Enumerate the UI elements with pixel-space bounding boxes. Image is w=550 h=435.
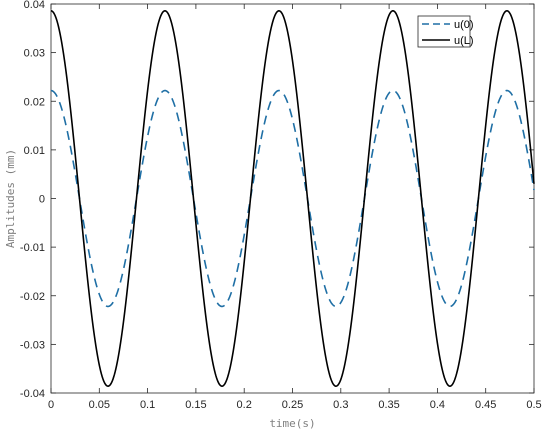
plot-area <box>50 3 535 394</box>
y-axis: -0.04 -0.03 -0.02 -0.01 0 0.01 0.02 0.03 0.04 <box>20 0 534 400</box>
legend-box <box>417 15 471 48</box>
y-tick-label: -0.03 <box>20 339 45 351</box>
legend-label-u0: u(0) <box>454 19 474 31</box>
y-tick-label: 0.01 <box>24 145 45 157</box>
y-tick-label: 0.04 <box>24 0 45 11</box>
x-tick-label: 0.4 <box>430 399 445 411</box>
x-tick-label: 0.05 <box>89 399 110 411</box>
legend: u(0) u(L) <box>417 15 474 48</box>
x-tick-label: 0.5 <box>526 399 541 411</box>
series-line-u(L) <box>50 9 535 388</box>
x-tick-label: 0.1 <box>140 399 155 411</box>
y-tick-label: -0.04 <box>20 388 45 400</box>
y-tick-label: 0.03 <box>24 48 45 60</box>
series-line-u(0) <box>50 89 535 308</box>
x-tick-label: 0.35 <box>378 399 399 411</box>
x-axis: 0 0.05 0.1 0.15 0.2 0.25 0.3 0.35 0.4 0.45 0.5 <box>48 4 542 411</box>
y-tick-label: 0 <box>39 194 45 206</box>
y-tick-label: -0.02 <box>20 291 45 303</box>
x-tick-label: 0.15 <box>185 399 206 411</box>
x-tick-label: 0.3 <box>333 399 348 411</box>
y-axis-title: Amplitudes (mm) <box>4 149 17 248</box>
y-tick-label: -0.01 <box>20 242 45 254</box>
x-axis-title: time(s) <box>269 417 315 430</box>
x-tick-label: 0 <box>48 399 54 411</box>
legend-label-uL: u(L) <box>454 35 474 47</box>
y-tick-label: 0.02 <box>24 96 45 108</box>
x-tick-label: 0.25 <box>282 399 303 411</box>
series-layer <box>50 9 535 388</box>
x-tick-label: 0.45 <box>475 399 496 411</box>
x-tick-label: 0.2 <box>237 399 252 411</box>
